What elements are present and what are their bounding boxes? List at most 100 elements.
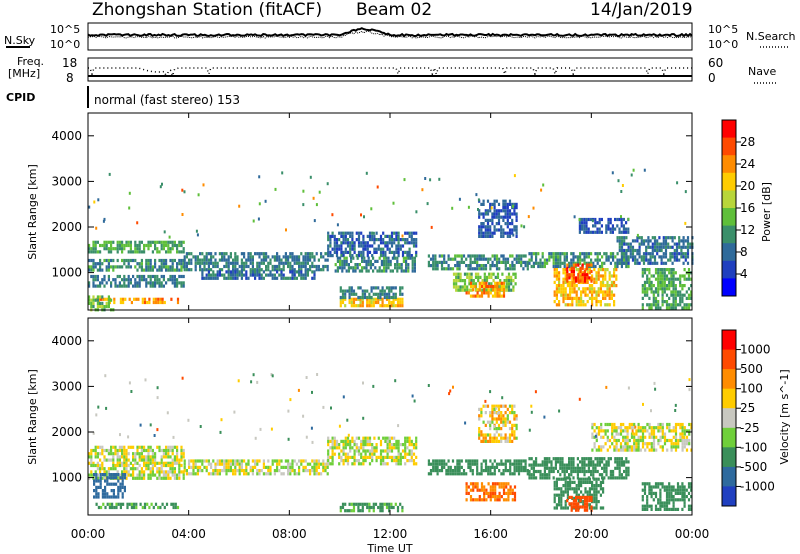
heatmap-cell	[648, 422, 651, 427]
heatmap-cell	[480, 430, 483, 434]
heatmap-cell	[486, 212, 490, 216]
heatmap-cell	[240, 276, 243, 280]
heatmap-cell	[342, 449, 345, 453]
heatmap-cell	[629, 255, 632, 259]
heatmap-cell	[636, 239, 639, 243]
heatmap-cell	[558, 280, 561, 284]
heatmap-cell	[638, 242, 641, 246]
heatmap-cell	[265, 465, 268, 469]
heatmap-cell	[504, 459, 507, 463]
heatmap-cell	[112, 278, 115, 282]
heatmap-cell	[593, 429, 596, 433]
heatmap-cell	[256, 268, 259, 272]
heatmap-cell	[154, 473, 157, 477]
heatmap-cell	[182, 448, 185, 453]
heatmap-cell	[331, 459, 334, 463]
heatmap-cell	[456, 459, 459, 463]
heatmap-cell	[88, 301, 91, 305]
heatmap-cell	[158, 476, 161, 480]
heatmap-cell	[583, 269, 586, 274]
heatmap-cell	[562, 490, 565, 494]
heatmap-cell	[445, 472, 448, 476]
heatmap-cell	[199, 264, 202, 269]
heatmap-cell	[210, 276, 213, 280]
heatmap-cell	[687, 504, 691, 508]
heatmap-cell	[504, 257, 507, 261]
heatmap-cell	[581, 276, 584, 280]
heatmap-cell	[578, 224, 581, 228]
heatmap-cell	[173, 445, 176, 449]
heatmap-cell	[293, 270, 296, 274]
heatmap-cell	[135, 505, 138, 510]
heatmap-cell	[605, 466, 608, 470]
heatmap-cell	[306, 270, 309, 274]
heatmap-cell	[110, 281, 113, 285]
heatmap-cell	[380, 269, 383, 273]
heatmap-cell	[92, 476, 95, 480]
heatmap-cell	[451, 472, 455, 476]
heatmap-cell	[484, 411, 487, 415]
heatmap-cell	[344, 455, 347, 459]
heatmap-cell	[465, 498, 468, 502]
heatmap-cell	[498, 281, 501, 285]
heatmap-cell	[586, 508, 589, 512]
heatmap-cell	[570, 502, 573, 506]
heatmap-cell	[386, 452, 389, 456]
heatmap-cell	[457, 288, 460, 292]
heatmap-cell	[684, 190, 687, 194]
heatmap-cell	[582, 300, 585, 304]
heatmap-cell	[160, 284, 163, 288]
heatmap-cell	[508, 234, 512, 238]
heatmap-cell	[672, 268, 675, 272]
heatmap-cell	[622, 445, 625, 449]
heatmap-cell	[346, 436, 350, 440]
heatmap-cell	[609, 261, 612, 265]
heatmap-cell	[140, 467, 143, 471]
heatmap-cell	[410, 455, 413, 459]
heatmap-cell	[390, 300, 393, 305]
heatmap-cell	[256, 472, 259, 476]
heatmap-cell	[541, 264, 544, 269]
heatmap-cell	[101, 262, 104, 266]
heatmap-cell	[260, 261, 263, 265]
heatmap-cell	[571, 287, 574, 291]
heatmap-cell	[586, 499, 589, 503]
heatmap-cell	[218, 270, 221, 274]
heatmap-cell	[359, 295, 362, 300]
heatmap-cell	[371, 244, 374, 248]
heatmap-cell	[543, 466, 546, 470]
heatmap-cell	[454, 254, 457, 258]
heatmap-cell	[661, 482, 664, 486]
heatmap-cell	[627, 217, 630, 221]
heatmap-cell	[123, 463, 126, 468]
heatmap-cell	[476, 472, 479, 476]
heatmap-cell	[497, 202, 501, 206]
heatmap-cell	[101, 243, 104, 248]
heatmap-cell	[415, 436, 418, 440]
heatmap-cell	[238, 273, 241, 277]
heatmap-cell	[633, 448, 636, 452]
heatmap-cell	[154, 278, 157, 282]
heatmap-cell	[364, 455, 367, 459]
heatmap-cell	[476, 291, 479, 295]
heatmap-cell	[630, 435, 634, 439]
heatmap-cell	[637, 445, 640, 449]
heatmap-cell	[341, 300, 345, 305]
heatmap-cell	[140, 265, 143, 269]
freq-tick-low: 8	[66, 71, 74, 85]
heatmap-cell	[106, 297, 109, 301]
heatmap-cell	[661, 448, 664, 452]
heatmap-cell	[353, 452, 356, 456]
heatmap-cell	[639, 438, 642, 443]
heatmap-cell	[681, 432, 684, 436]
heatmap-cell	[683, 442, 686, 446]
heatmap-cell	[173, 281, 176, 285]
heatmap-cell	[576, 457, 579, 461]
heatmap-cell	[432, 469, 435, 473]
heatmap-cell	[563, 252, 566, 256]
heatmap-cell	[577, 480, 580, 484]
heatmap-cell	[372, 263, 375, 267]
heatmap-cell	[630, 426, 634, 430]
heatmap-cell	[526, 267, 529, 271]
heatmap-cell	[205, 469, 208, 473]
